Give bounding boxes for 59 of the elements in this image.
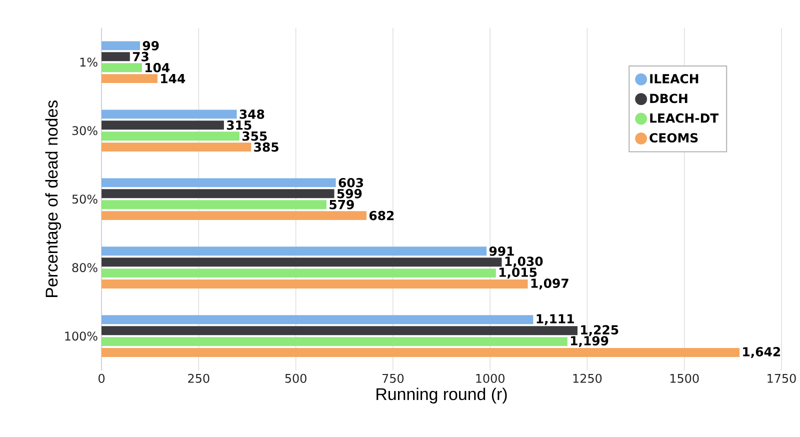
y-tick-label: 50% xyxy=(72,194,98,204)
x-tick-label: 1500 xyxy=(670,374,699,383)
x-tick-label: 1000 xyxy=(476,374,504,383)
bar xyxy=(102,178,336,188)
data-label: 385 xyxy=(254,142,278,152)
y-tick-label: 30% xyxy=(72,126,98,136)
legend-label: CEOMS xyxy=(650,133,698,142)
data-label: 599 xyxy=(337,188,362,198)
x-tick-label: 1750 xyxy=(768,374,796,383)
data-label: 104 xyxy=(146,62,170,72)
bar xyxy=(102,52,130,62)
x-tick-label: 500 xyxy=(285,374,306,383)
bar xyxy=(102,189,334,198)
data-label: 579 xyxy=(330,200,354,210)
data-label: 1,097 xyxy=(531,278,568,290)
bar xyxy=(102,211,367,220)
bar xyxy=(102,348,740,357)
x-tick-label: 250 xyxy=(188,374,210,383)
legend-label: DBCH xyxy=(650,94,688,104)
bar xyxy=(102,132,240,141)
data-label: 315 xyxy=(226,120,252,130)
y-tick-label: 100% xyxy=(65,332,98,341)
data-label: 1,015 xyxy=(500,268,537,279)
data-label: 144 xyxy=(161,74,186,84)
y-tick-label: 80% xyxy=(72,263,98,272)
data-label: 355 xyxy=(242,131,267,141)
data-label: 348 xyxy=(240,109,264,119)
data-label: 1,642 xyxy=(743,347,780,358)
x-tick-label: 750 xyxy=(382,374,404,383)
y-tick-label: 1% xyxy=(80,58,98,67)
x-axis-title: Running round (r) xyxy=(376,388,507,404)
data-label: 1,199 xyxy=(571,336,608,348)
bar xyxy=(102,110,237,119)
x-tick-label: 1250 xyxy=(573,374,602,383)
data-label: 1,225 xyxy=(581,325,618,336)
bar xyxy=(102,246,487,256)
y-axis-title: Percentage of dead nodes xyxy=(45,100,62,297)
legend-label: ILEACH xyxy=(650,74,698,84)
data-label: 1,111 xyxy=(536,314,574,326)
data-label: 99 xyxy=(142,40,159,50)
x-tick-label: 0 xyxy=(98,374,105,383)
bar xyxy=(102,315,534,324)
bar xyxy=(102,280,528,288)
bar xyxy=(102,200,327,210)
data-label: 682 xyxy=(369,210,394,220)
data-label: 73 xyxy=(132,52,148,62)
bar xyxy=(102,258,502,267)
bar xyxy=(102,41,140,50)
data-label: 603 xyxy=(338,178,364,188)
bar xyxy=(102,74,158,84)
legend-label: LEACH-DT xyxy=(650,113,719,123)
bar xyxy=(102,326,578,336)
bar xyxy=(102,120,224,130)
bar xyxy=(102,63,142,72)
data-label: 1,030 xyxy=(505,256,543,268)
bar xyxy=(102,337,568,346)
data-label: 991 xyxy=(489,246,514,256)
bar xyxy=(102,268,496,278)
bar xyxy=(102,142,252,152)
